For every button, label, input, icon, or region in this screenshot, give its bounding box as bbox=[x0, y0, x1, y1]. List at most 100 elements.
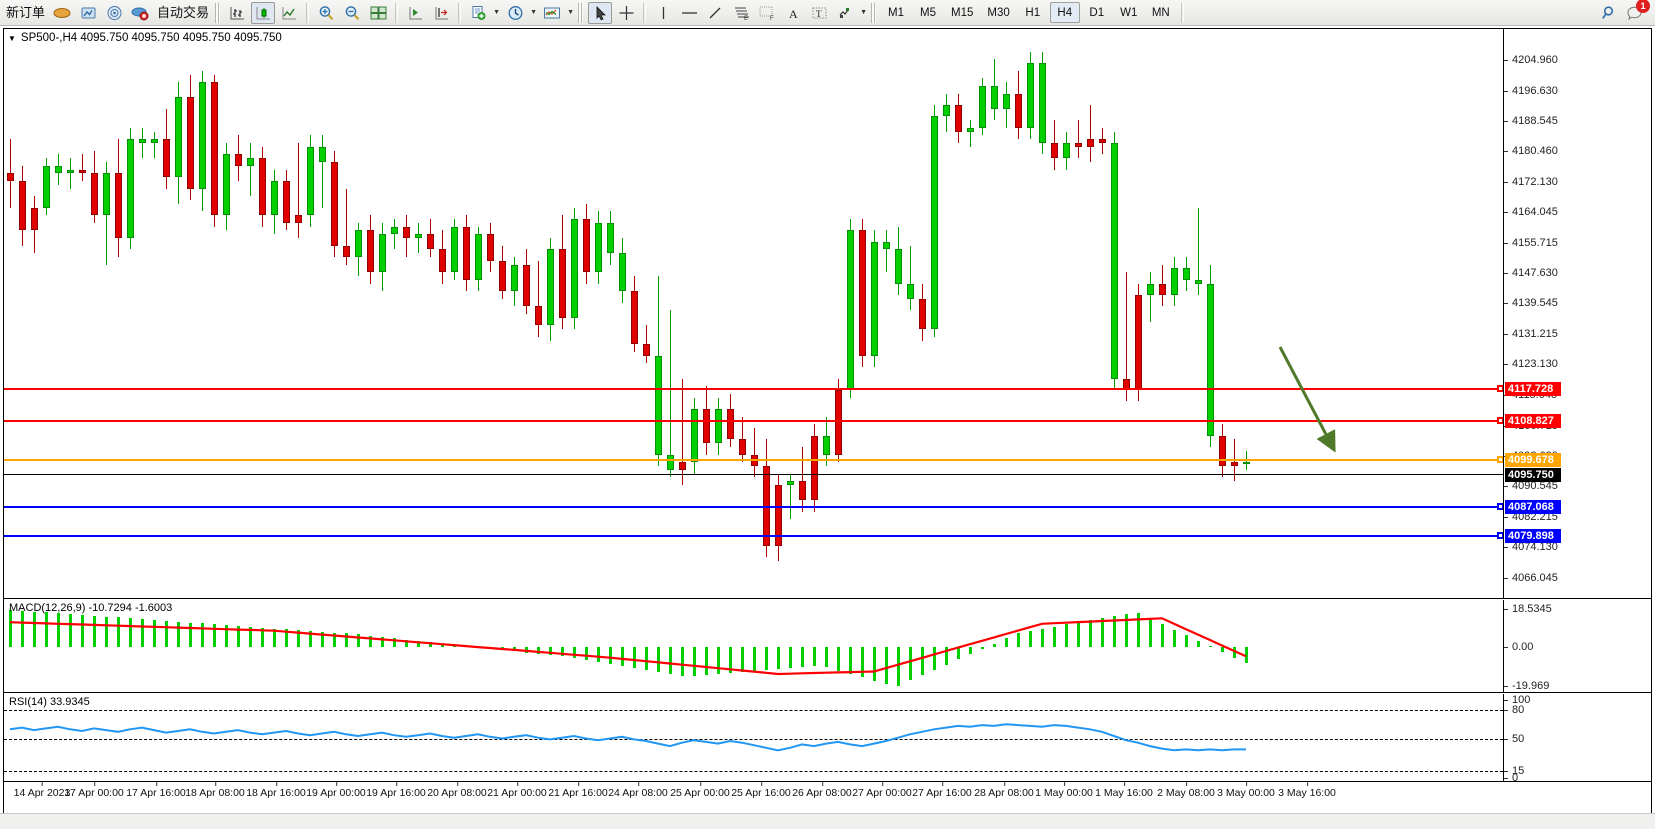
period-clock-icon[interactable] bbox=[503, 2, 527, 24]
market-radar-icon[interactable] bbox=[102, 2, 126, 24]
macd-histogram-bar bbox=[416, 640, 420, 647]
candle bbox=[679, 378, 686, 485]
crosshair-icon[interactable] bbox=[614, 2, 638, 24]
horizontal-line-icon[interactable] bbox=[677, 2, 701, 24]
search-icon[interactable] bbox=[1597, 2, 1621, 24]
candle bbox=[955, 93, 962, 143]
fibo-grid-icon[interactable]: F bbox=[755, 2, 779, 24]
toolbar-grip-3[interactable] bbox=[871, 2, 877, 23]
timeframe-h1[interactable]: H1 bbox=[1025, 6, 1041, 19]
timeframe-m5[interactable]: M5 bbox=[920, 6, 937, 19]
price-plot[interactable] bbox=[4, 29, 1503, 598]
trend-arrow[interactable] bbox=[1272, 337, 1362, 457]
macd-histogram-bar bbox=[1100, 617, 1104, 647]
timeframe-m15[interactable]: M15 bbox=[951, 6, 974, 19]
macd-histogram-bar bbox=[884, 647, 888, 685]
entry-line-label: 4099.678 bbox=[1505, 453, 1561, 467]
macd-histogram-bar bbox=[380, 637, 384, 647]
status-bar bbox=[0, 813, 1655, 829]
macd-histogram-bar bbox=[800, 647, 804, 668]
macd-histogram-bar bbox=[1016, 633, 1020, 647]
zoom-out-icon[interactable] bbox=[340, 2, 364, 24]
auto-trading-icon[interactable] bbox=[128, 2, 152, 24]
signals-icon[interactable] bbox=[76, 2, 100, 24]
rsi-axis: 100 80 50 15 0 bbox=[1503, 694, 1651, 784]
fibonacci-icon[interactable]: E bbox=[729, 2, 753, 24]
macd-pane[interactable]: MACD(12,26,9) -10.7294 -1.6003 18.5345 0.… bbox=[4, 600, 1651, 693]
macd-plot[interactable] bbox=[4, 600, 1503, 692]
trendline-icon[interactable] bbox=[703, 2, 727, 24]
timeframe-m1[interactable]: M1 bbox=[888, 6, 905, 19]
time-axis[interactable]: 14 Apr 2023 17 Apr 00:00 17 Apr 16:00 18 Ap… bbox=[4, 782, 1651, 812]
macd-histogram-bar bbox=[992, 643, 996, 647]
macd-histogram-bar bbox=[872, 647, 876, 681]
macd-histogram-bar bbox=[1244, 647, 1248, 664]
toolbar-grip-1[interactable] bbox=[215, 2, 221, 23]
macd-histogram-bar bbox=[584, 647, 588, 661]
macd-histogram-bar bbox=[728, 647, 732, 673]
timeframe-h4[interactable]: H4 bbox=[1049, 2, 1080, 23]
new-chart-icon[interactable] bbox=[466, 2, 490, 24]
cursor-icon[interactable] bbox=[588, 1, 613, 24]
auto-trading-button[interactable]: 自动交易 bbox=[157, 4, 210, 20]
indicators-icon[interactable] bbox=[540, 2, 564, 24]
rsi-pane[interactable]: RSI(14) 33.9345 100 80 50 15 0 bbox=[4, 694, 1651, 784]
time-tick: 17 Apr 00:00 bbox=[64, 782, 124, 799]
text-icon[interactable]: A bbox=[781, 2, 805, 24]
candlestick-chart-icon[interactable] bbox=[251, 1, 276, 24]
shift-start-icon[interactable] bbox=[403, 2, 427, 24]
rsi-tick: 15 bbox=[1504, 765, 1524, 777]
rsi-plot[interactable] bbox=[4, 694, 1503, 781]
indicators-dropdown-arrow[interactable]: ▼ bbox=[567, 9, 574, 16]
macd-histogram-bar bbox=[644, 647, 648, 671]
period-dropdown-arrow[interactable]: ▼ bbox=[530, 9, 537, 16]
chat-icon[interactable]: 1 bbox=[1623, 0, 1650, 24]
candle bbox=[271, 169, 278, 235]
current-price-line-label: 4095.750 bbox=[1505, 468, 1561, 482]
macd-histogram-bar bbox=[248, 626, 252, 647]
price-tick: 4066.045 bbox=[1504, 572, 1558, 584]
time-tick: 3 May 16:00 bbox=[1278, 782, 1336, 799]
time-tick: 14 Apr 2023 bbox=[13, 782, 71, 799]
timeframe-m30[interactable]: M30 bbox=[987, 6, 1010, 19]
price-pane[interactable]: ▼ SP500-,H4 4095.750 4095.750 4095.750 4… bbox=[4, 29, 1651, 599]
candle bbox=[811, 424, 818, 512]
price-tick: 4155.715 bbox=[1504, 237, 1558, 249]
candle bbox=[583, 203, 590, 284]
macd-histogram-bar bbox=[1208, 646, 1212, 648]
macd-histogram-bar bbox=[44, 612, 48, 647]
toolbar-grip-2[interactable] bbox=[578, 2, 584, 23]
new-chart-dropdown-arrow[interactable]: ▼ bbox=[493, 9, 500, 16]
macd-histogram-bar bbox=[704, 647, 708, 675]
macd-histogram-bar bbox=[848, 647, 852, 674]
resistance-line-2-label: 4108.827 bbox=[1505, 414, 1561, 428]
shapes-dropdown-arrow[interactable]: ▼ bbox=[860, 9, 867, 16]
terminal-icon[interactable] bbox=[50, 2, 74, 24]
new-order-button[interactable]: 新订单 bbox=[6, 4, 46, 20]
vertical-line-icon[interactable] bbox=[651, 2, 675, 24]
shapes-icon[interactable] bbox=[833, 2, 857, 24]
zoom-in-icon[interactable] bbox=[314, 2, 338, 24]
candle bbox=[235, 135, 242, 181]
timeframe-mn[interactable]: MN bbox=[1151, 6, 1170, 19]
candle bbox=[43, 158, 50, 216]
timeframe-d1[interactable]: D1 bbox=[1089, 6, 1105, 19]
candle bbox=[451, 219, 458, 280]
price-axis[interactable]: 4204.960 4196.630 4188.545 4180.460 4172.130… bbox=[1503, 29, 1651, 598]
tile-windows-icon[interactable] bbox=[366, 2, 390, 24]
timeframe-w1[interactable]: W1 bbox=[1120, 6, 1138, 19]
macd-histogram-bar bbox=[752, 647, 756, 671]
candle bbox=[1087, 105, 1094, 162]
bar-chart-icon[interactable] bbox=[225, 2, 249, 24]
macd-histogram-bar bbox=[32, 611, 36, 647]
chart-frame: ▼ SP500-,H4 4095.750 4095.750 4095.750 4… bbox=[3, 28, 1652, 814]
time-tick: 25 Apr 00:00 bbox=[670, 782, 730, 799]
line-chart-icon[interactable] bbox=[277, 2, 301, 24]
chart-area[interactable]: ▼ SP500-,H4 4095.750 4095.750 4095.750 4… bbox=[0, 26, 1655, 829]
shift-end-icon[interactable] bbox=[429, 2, 453, 24]
text-label-icon[interactable]: T bbox=[807, 2, 831, 24]
rsi-level-line bbox=[4, 771, 1503, 772]
candle bbox=[655, 276, 662, 466]
price-tick: 4131.215 bbox=[1504, 328, 1558, 340]
chart-collapse-arrow[interactable]: ▼ bbox=[8, 33, 16, 43]
